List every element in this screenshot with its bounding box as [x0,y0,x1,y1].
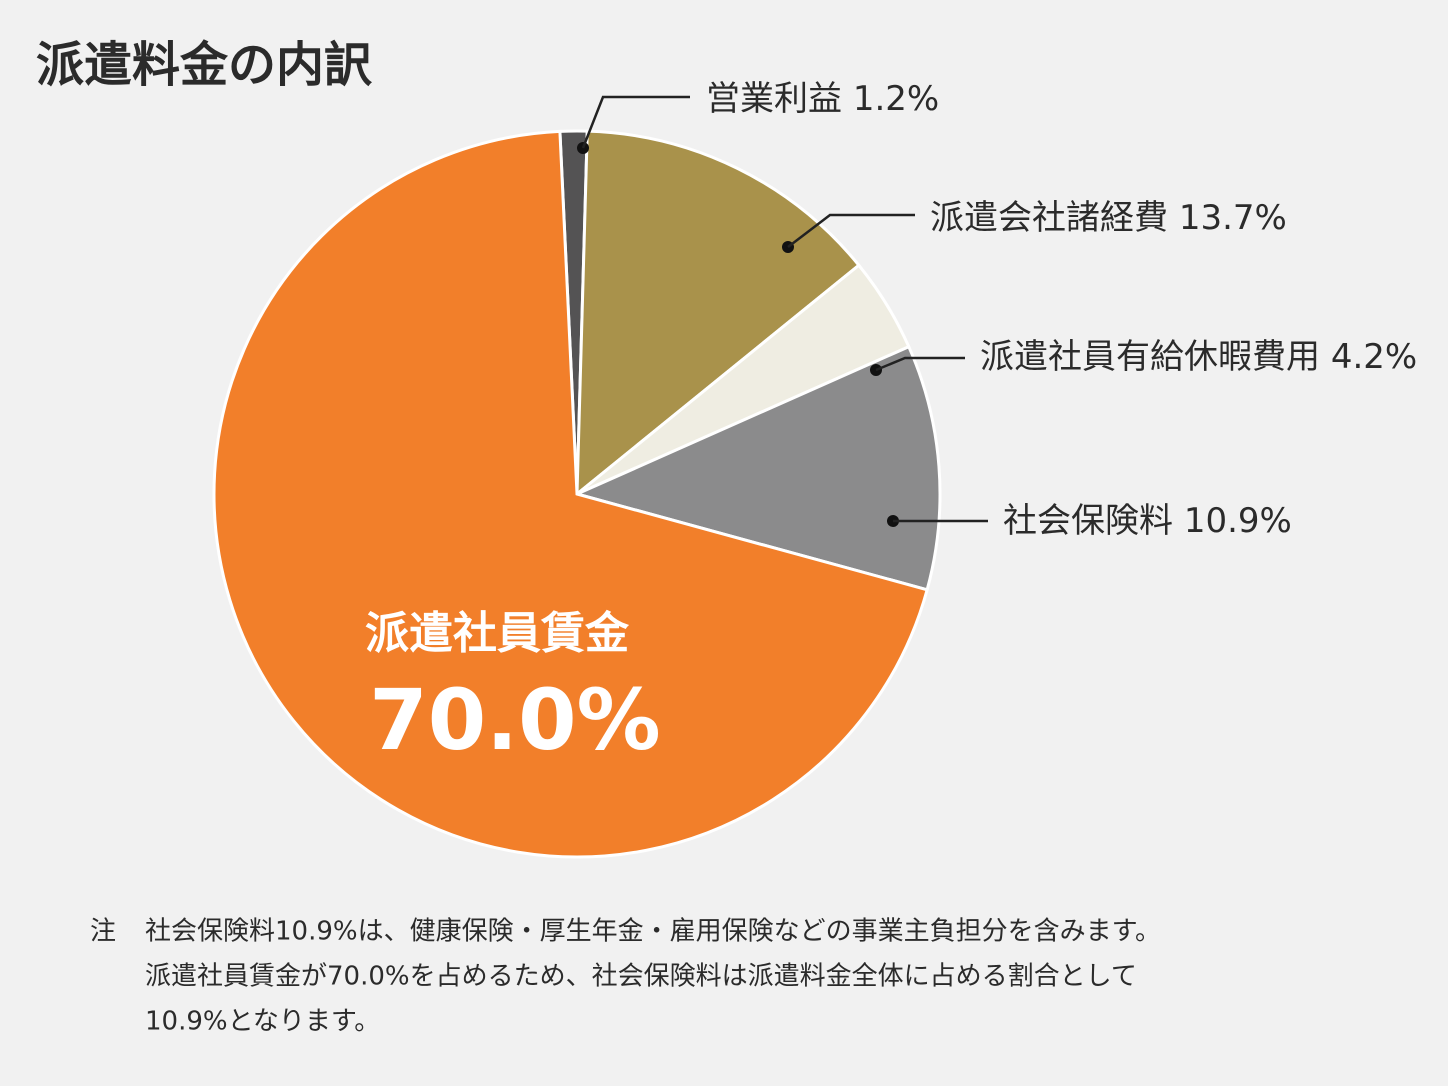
pie-slice [572,344,942,592]
value-label: 1.2% [853,79,939,119]
leader-line [581,95,690,149]
value-label: 70.0% [369,671,660,769]
leader-line [875,356,965,372]
value-label: 4.2% [1331,337,1417,377]
note-line: 10.9%となります。 [145,1007,380,1037]
category-label: 派遣会社諸経費 [930,198,1168,238]
slice-label: 社会保険料 10.9% [1003,501,1292,541]
category-label: 派遣社員賃金 [365,608,630,659]
category-label: 派遣社員有給休暇費用 [980,337,1320,377]
note-marker: 注 [90,917,116,947]
pie-slice [575,129,861,498]
note-line: 社会保険料10.9%は、健康保険・厚生年金・雇用保険などの事業主負担分を含みます… [145,917,1161,947]
category-label: 営業利益 [706,79,842,119]
slice-label: 派遣会社諸経費 13.7% [930,198,1287,238]
chart-title: 派遣料金の内訳 [36,37,373,93]
slice-label: 派遣社員有給休暇費用 4.2% [980,337,1417,377]
value-label: 10.9% [1184,501,1292,541]
slice-label: 営業利益 1.2% [706,79,939,119]
leader-line [787,213,915,248]
category-label: 社会保険料 [1003,501,1173,541]
pie-slice [212,129,929,859]
value-label: 13.7% [1179,198,1287,238]
note-line: 派遣社員賃金が70.0%を占めるため、社会保険料は派遣料金全体に占める割合として [145,962,1137,992]
